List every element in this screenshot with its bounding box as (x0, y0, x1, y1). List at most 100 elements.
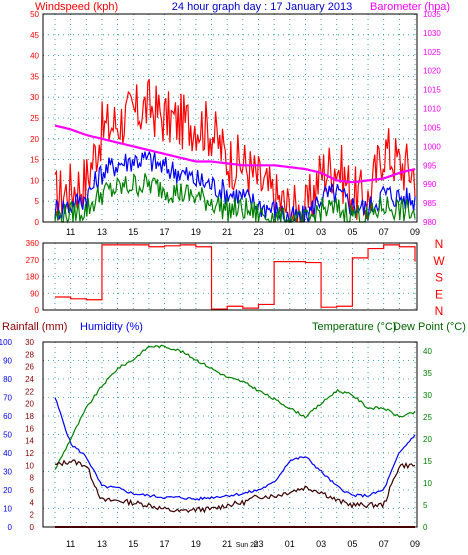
bottom-rainfall-label: Rainfall (mm) (2, 321, 67, 333)
x-tick-label: 07 (379, 227, 389, 237)
baro-tick-label: 1020 (423, 67, 441, 76)
temp-tick-label: 5 (423, 501, 428, 510)
baro-tick-label: 995 (423, 161, 437, 170)
wind-tick-label: 15 (30, 156, 39, 165)
grid-layer (43, 13, 417, 528)
temp-tick-label: 0 (423, 523, 428, 532)
humidity-tick-label: 100 (0, 338, 13, 347)
bottom-humidity-label: Humidity (%) (80, 321, 143, 333)
panel-frame (42, 242, 418, 311)
x-tick-label: 09 (410, 227, 420, 237)
x-tick-label-bottom: 15 (128, 539, 138, 549)
x-tick-label-bottom: 19 (191, 539, 201, 549)
dir-letter-label: W (433, 254, 445, 268)
baro-tick-label: 980 (423, 218, 437, 227)
rain-tick-label: 16 (25, 424, 34, 433)
rain-tick-label: 24 (25, 375, 34, 384)
x-tick-label: 05 (347, 227, 357, 237)
wind-series-line (54, 78, 416, 224)
x-tick-label-bottom: 03 (316, 539, 326, 549)
x-tick-label-bottom: 11 (66, 539, 75, 549)
panel-frame (42, 13, 418, 223)
baro-tick-label: 1015 (423, 86, 441, 95)
dir-tick-label: 270 (26, 256, 40, 265)
temp-tick-label: 40 (423, 347, 432, 356)
temp-tick-label: 25 (423, 413, 432, 422)
baro-tick-label: 1035 (423, 10, 441, 19)
temp-tick-label: 35 (423, 369, 432, 378)
x-tick-label: 21 (222, 227, 232, 237)
baro-tick-label: 1005 (423, 123, 441, 132)
x-tick-label: 13 (97, 227, 107, 237)
bottom-temperature-label: Temperature (°C) (312, 321, 396, 333)
x-tick-label: 01 (285, 227, 295, 237)
baro-tick-label: 1025 (423, 48, 441, 57)
wind-direction-line (55, 244, 416, 310)
humidity-tick-label: 20 (3, 486, 12, 495)
dir-tick-label: 180 (26, 273, 40, 282)
wind-series-line (54, 172, 416, 224)
temp-tick-label: 30 (423, 391, 432, 400)
humidity-tick-label: 60 (3, 412, 12, 421)
x-tick-label: 15 (128, 227, 138, 237)
wind-tick-label: 25 (30, 114, 39, 123)
rain-tick-label: 12 (25, 449, 34, 458)
dir-letter-label: E (435, 287, 443, 301)
rain-tick-label: 28 (25, 350, 34, 359)
wind-tick-label: 5 (35, 197, 40, 206)
header-barometer-label: Barometer (hpa) (370, 1, 450, 13)
header-date-title: 24 hour graph day : 17 January 2013 (172, 1, 352, 13)
humidity-line (54, 397, 416, 501)
humidity-tick-label: 80 (3, 375, 12, 384)
dir-letter-label: S (435, 271, 443, 285)
x-tick-label-bottom: 01 (285, 539, 295, 549)
baro-tick-label: 990 (423, 180, 437, 189)
humidity-tick-label: 90 (3, 357, 12, 366)
header-windspeed-label: Windspeed (kph) (35, 1, 118, 13)
barometer-line (54, 124, 416, 184)
x-tick-label: 03 (316, 227, 326, 237)
x-tick-label-bottom: Sun 20 (236, 542, 258, 549)
rain-tick-label: 22 (25, 387, 34, 396)
temp-tick-label: 20 (423, 435, 432, 444)
bottom-dewpoint-label: Dew Point (°C) (393, 321, 466, 333)
wind-tick-label: 40 (30, 52, 39, 61)
rain-tick-label: 18 (25, 412, 34, 421)
x-tick-label-bottom: 09 (410, 539, 420, 549)
x-tick-label-bottom: 13 (97, 539, 107, 549)
baro-tick-label: 1030 (423, 29, 441, 38)
humidity-tick-label: 30 (3, 468, 12, 477)
wind-tick-label: 45 (30, 31, 39, 40)
humidity-tick-label: 70 (3, 394, 12, 403)
rain-tick-label: 26 (25, 363, 34, 372)
x-tick-label-bottom: 05 (347, 539, 357, 549)
baro-tick-label: 985 (423, 199, 437, 208)
dewpoint-line (54, 459, 416, 514)
dir-letter-label: N (435, 304, 444, 318)
temp-tick-label: 10 (423, 479, 432, 488)
x-tick-label: 17 (160, 227, 170, 237)
humidity-tick-label: 50 (3, 431, 12, 440)
humidity-tick-label: 0 (8, 523, 13, 532)
rain-tick-label: 10 (25, 461, 34, 470)
x-tick-label: 11 (66, 227, 75, 237)
x-tick-label-bottom: 21 (222, 539, 232, 549)
panel-frame (42, 341, 418, 528)
series-layer (54, 78, 416, 528)
rain-tick-label: 4 (30, 498, 35, 507)
wind-tick-label: 10 (30, 176, 39, 185)
humidity-tick-label: 40 (3, 449, 12, 458)
x-tick-label: 19 (191, 227, 201, 237)
baro-tick-label: 1000 (423, 142, 441, 151)
humidity-tick-label: 10 (3, 505, 12, 514)
x-tick-label-bottom: 23 (253, 539, 263, 549)
rain-tick-label: 2 (30, 511, 35, 520)
rain-tick-label: 8 (30, 474, 35, 483)
dir-tick-label: 0 (35, 306, 40, 315)
x-tick-label-bottom: 07 (379, 539, 389, 549)
wind-tick-label: 20 (30, 135, 39, 144)
rain-tick-label: 14 (25, 437, 34, 446)
x-tick-label-bottom: 17 (160, 539, 170, 549)
